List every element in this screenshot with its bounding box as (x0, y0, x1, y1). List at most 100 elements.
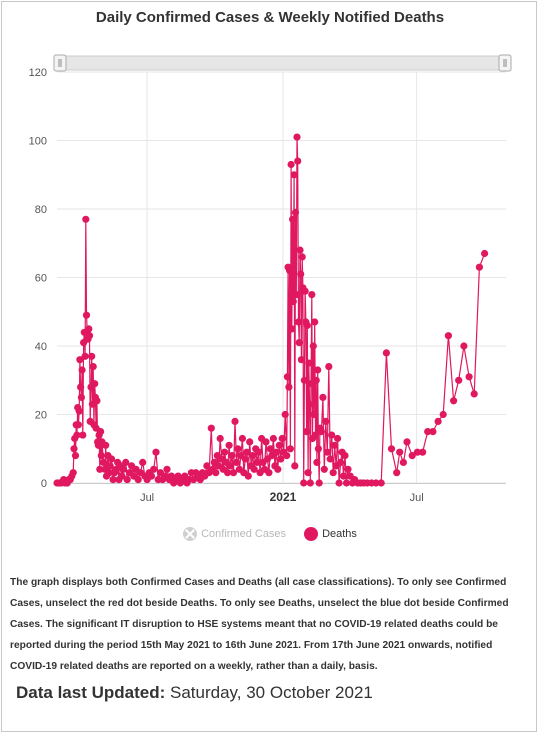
deaths-point[interactable] (308, 291, 316, 299)
deaths-point[interactable] (320, 465, 328, 473)
deaths-point[interactable] (455, 376, 463, 384)
deaths-point[interactable] (419, 448, 427, 456)
deaths-point[interactable] (89, 363, 97, 371)
deaths-point[interactable] (106, 462, 114, 470)
deaths-point[interactable] (450, 397, 458, 405)
deaths-point[interactable] (82, 311, 91, 319)
deaths-point[interactable] (341, 452, 349, 460)
deaths-point[interactable] (323, 448, 331, 456)
deaths-point[interactable] (444, 332, 452, 340)
deaths-point[interactable] (122, 458, 130, 466)
deaths-chart[interactable]: 0 20 40 60 80 100 120 Jul 2021 Jul (0, 0, 540, 520)
deaths-point[interactable] (249, 452, 257, 460)
deaths-point[interactable] (303, 321, 311, 329)
deaths-point[interactable] (314, 366, 322, 374)
deaths-point[interactable] (221, 448, 229, 456)
deaths-point[interactable] (243, 448, 251, 456)
range-navigator-track[interactable] (56, 55, 510, 71)
deaths-point[interactable] (311, 318, 319, 326)
deaths-point[interactable] (75, 407, 83, 415)
deaths-point[interactable] (377, 479, 385, 487)
deaths-point[interactable] (315, 479, 323, 487)
deaths-point[interactable] (382, 349, 390, 357)
deaths-point[interactable] (278, 434, 286, 443)
deaths-point[interactable] (342, 479, 351, 487)
deaths-point[interactable] (85, 325, 93, 333)
deaths-point[interactable] (265, 469, 273, 477)
deaths-point[interactable] (319, 393, 327, 401)
deaths-point[interactable] (475, 263, 483, 271)
deaths-point[interactable] (291, 462, 299, 470)
deaths-point[interactable] (305, 359, 313, 367)
deaths-point[interactable] (313, 458, 321, 466)
deaths-point[interactable] (102, 441, 110, 449)
deaths-point[interactable] (96, 465, 104, 473)
deaths-point[interactable] (238, 434, 246, 443)
deaths-point[interactable] (326, 455, 334, 463)
deaths-point[interactable] (297, 356, 305, 364)
deaths-point[interactable] (294, 318, 303, 326)
deaths-point[interactable] (283, 373, 291, 381)
deaths-point[interactable] (216, 434, 224, 443)
deaths-point[interactable] (275, 441, 283, 449)
deaths-point[interactable] (285, 383, 293, 391)
deaths-point[interactable] (77, 393, 85, 401)
deaths-point[interactable] (322, 417, 330, 425)
deaths-point[interactable] (314, 445, 322, 453)
deaths-point[interactable] (82, 215, 90, 223)
deaths-point[interactable] (70, 445, 78, 453)
deaths-point[interactable] (81, 352, 89, 360)
deaths-point[interactable] (228, 452, 236, 460)
deaths-point[interactable] (337, 458, 345, 466)
deaths-point[interactable] (393, 469, 401, 477)
deaths-point[interactable] (329, 469, 337, 477)
deaths-point[interactable] (79, 431, 87, 439)
deaths-point[interactable] (150, 465, 158, 473)
deaths-point[interactable] (71, 452, 80, 460)
legend-item-deaths[interactable]: Deaths (304, 527, 357, 541)
deaths-point[interactable] (289, 297, 297, 306)
deaths-point[interactable] (262, 438, 270, 446)
deaths-point[interactable] (232, 458, 241, 466)
deaths-point[interactable] (328, 431, 336, 439)
deaths-point[interactable] (234, 445, 242, 453)
deaths-point[interactable] (277, 455, 285, 463)
deaths-point[interactable] (331, 441, 339, 449)
deaths-point[interactable] (290, 171, 298, 179)
deaths-point[interactable] (295, 339, 303, 347)
deaths-point[interactable] (460, 342, 468, 350)
deaths-point[interactable] (286, 445, 294, 453)
deaths-point[interactable] (325, 363, 333, 371)
deaths-point[interactable] (304, 469, 312, 477)
deaths-point[interactable] (229, 469, 238, 477)
deaths-point[interactable] (310, 410, 318, 419)
deaths-point[interactable] (97, 428, 105, 436)
deaths-point[interactable] (78, 366, 86, 374)
deaths-point[interactable] (289, 215, 297, 223)
deaths-point[interactable] (226, 462, 235, 470)
deaths-point[interactable] (85, 332, 94, 340)
deaths-point[interactable] (465, 373, 473, 381)
deaths-point[interactable] (344, 465, 352, 473)
deaths-point[interactable] (303, 428, 311, 436)
deaths-point[interactable] (288, 325, 296, 333)
deaths-point[interactable] (296, 246, 304, 254)
deaths-point[interactable] (434, 417, 442, 425)
deaths-point[interactable] (69, 469, 77, 477)
deaths-point[interactable] (334, 434, 342, 443)
deaths-point[interactable] (99, 458, 108, 466)
deaths-point[interactable] (97, 452, 105, 460)
deaths-point[interactable] (312, 376, 320, 384)
deaths-point[interactable] (147, 472, 156, 480)
deaths-point[interactable] (470, 390, 478, 398)
deaths-point[interactable] (292, 291, 300, 299)
deaths-point[interactable] (300, 376, 308, 384)
deaths-series[interactable] (53, 133, 489, 487)
deaths-point[interactable] (246, 438, 254, 446)
deaths-point[interactable] (309, 342, 317, 350)
deaths-point[interactable] (224, 469, 232, 477)
deaths-point[interactable] (293, 133, 301, 141)
deaths-point[interactable] (91, 380, 99, 388)
deaths-point[interactable] (287, 160, 295, 169)
deaths-point[interactable] (119, 465, 128, 473)
